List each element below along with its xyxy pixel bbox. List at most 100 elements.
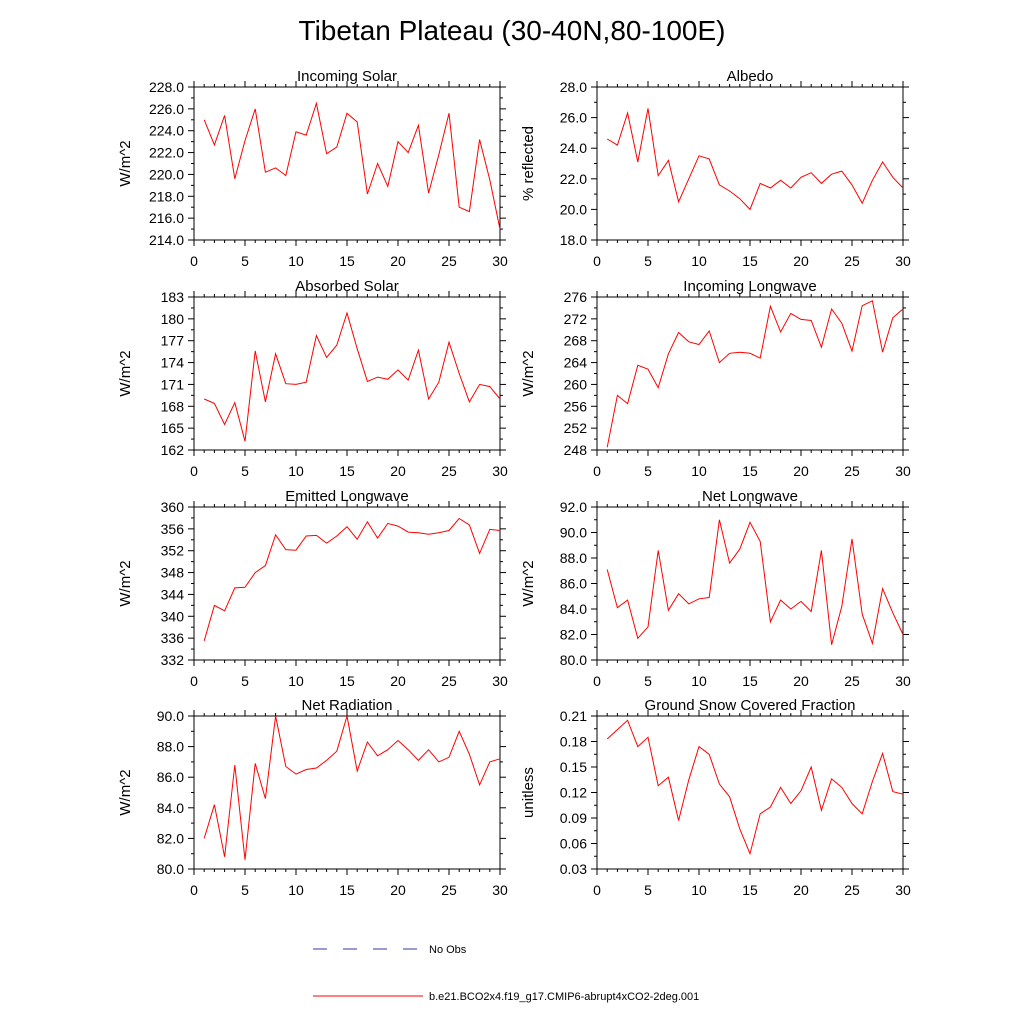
y-tick-label: 218.0 bbox=[149, 188, 184, 204]
panel-title: Net Radiation bbox=[302, 697, 393, 714]
x-tick-label: 15 bbox=[339, 673, 355, 689]
y-tick-label: 177 bbox=[161, 333, 185, 349]
x-tick-label: 15 bbox=[339, 253, 355, 269]
panel-incoming-longwave: Incoming Longwave W/m^2 0 5 10 15 20 25 30 248 252… bbox=[520, 278, 911, 479]
y-tick-label: 28.0 bbox=[560, 79, 587, 95]
plot-frame bbox=[193, 296, 501, 451]
series-line-model bbox=[203, 715, 501, 860]
y-tick-label: 214.0 bbox=[149, 232, 184, 248]
y-axis-label: % reflected bbox=[520, 126, 537, 201]
y-tick-label: 344 bbox=[161, 586, 185, 602]
y-tick-label: 352 bbox=[161, 543, 185, 559]
x-tick-label: 10 bbox=[691, 253, 707, 269]
y-tick-label: 228.0 bbox=[149, 79, 184, 95]
x-tick-label: 20 bbox=[390, 673, 406, 689]
x-tick-label: 25 bbox=[844, 253, 860, 269]
y-tick-label: 332 bbox=[161, 652, 185, 668]
y-tick-label: 226.0 bbox=[149, 101, 184, 117]
y-tick-label: 276 bbox=[564, 289, 588, 305]
y-tick-label: 260 bbox=[564, 376, 588, 392]
y-tick-label: 84.0 bbox=[560, 601, 587, 617]
x-tick-label: 15 bbox=[742, 673, 758, 689]
y-tick-label: 0.09 bbox=[560, 810, 587, 826]
y-axis-label: unitless bbox=[520, 767, 537, 818]
y-tick-label: 0.03 bbox=[560, 861, 587, 877]
x-tick-label: 15 bbox=[339, 882, 355, 898]
panel-grid: Incoming Solar W/m^2 0 5 10 15 20 25 30 214.0 216.… bbox=[117, 68, 911, 898]
y-tick-label: 80.0 bbox=[157, 861, 184, 877]
plot-frame bbox=[596, 506, 904, 661]
x-tick-label: 20 bbox=[390, 882, 406, 898]
panel-ground-snow-covered-fraction: Ground Snow Covered Fraction unitless 0 5 10… bbox=[520, 697, 911, 898]
y-tick-label: 220.0 bbox=[149, 166, 184, 182]
x-tick-label: 25 bbox=[844, 463, 860, 479]
y-tick-label: 216.0 bbox=[149, 210, 184, 226]
y-tick-label: 248 bbox=[564, 442, 588, 458]
y-tick-label: 82.0 bbox=[560, 627, 587, 643]
y-tick-label: 0.21 bbox=[560, 708, 587, 724]
x-tick-label: 30 bbox=[895, 673, 911, 689]
panel-title: Emitted Longwave bbox=[285, 488, 408, 505]
plot-frame bbox=[596, 715, 904, 870]
series-line-model bbox=[203, 517, 501, 642]
y-tick-label: 82.0 bbox=[157, 830, 184, 846]
panel-net-longwave: Net Longwave W/m^2 0 5 10 15 20 25 30 80.0 82.0 84.… bbox=[520, 488, 911, 689]
y-tick-label: 224.0 bbox=[149, 123, 184, 139]
panel-albedo: Albedo % reflected 0 5 10 15 20 25 30 18.0 20.0 22.… bbox=[520, 68, 911, 269]
x-tick-label: 5 bbox=[644, 463, 652, 479]
x-tick-label: 25 bbox=[441, 463, 457, 479]
y-axis-label: W/m^2 bbox=[117, 560, 134, 606]
panel-title: Ground Snow Covered Fraction bbox=[645, 697, 856, 714]
panel-emitted-longwave: Emitted Longwave W/m^2 0 5 10 15 20 25 30 332 336 3… bbox=[117, 488, 508, 689]
y-tick-label: 171 bbox=[161, 376, 185, 392]
series-line-model bbox=[606, 719, 904, 856]
plot-frame bbox=[193, 715, 501, 870]
x-tick-label: 5 bbox=[241, 463, 249, 479]
y-tick-label: 26.0 bbox=[560, 110, 587, 126]
y-tick-label: 268 bbox=[564, 333, 588, 349]
x-tick-label: 10 bbox=[288, 673, 304, 689]
x-tick-label: 25 bbox=[844, 882, 860, 898]
y-tick-label: 0.12 bbox=[560, 785, 587, 801]
x-tick-label: 15 bbox=[742, 882, 758, 898]
x-tick-label: 20 bbox=[793, 882, 809, 898]
x-tick-label: 5 bbox=[644, 882, 652, 898]
x-tick-label: 0 bbox=[190, 463, 198, 479]
x-tick-label: 5 bbox=[644, 673, 652, 689]
x-tick-label: 15 bbox=[742, 253, 758, 269]
y-tick-label: 360 bbox=[161, 499, 185, 515]
y-axis-label: W/m^2 bbox=[117, 769, 134, 815]
y-tick-label: 168 bbox=[161, 398, 185, 414]
x-tick-label: 0 bbox=[593, 253, 601, 269]
panel-net-radiation: Net Radiation W/m^2 0 5 10 15 20 25 30 80.0 82.0 84… bbox=[117, 697, 508, 898]
y-tick-label: 24.0 bbox=[560, 140, 587, 156]
x-tick-label: 25 bbox=[441, 882, 457, 898]
y-tick-label: 86.0 bbox=[157, 769, 184, 785]
x-tick-label: 10 bbox=[288, 882, 304, 898]
x-tick-label: 15 bbox=[742, 463, 758, 479]
x-tick-label: 0 bbox=[593, 673, 601, 689]
panel-title: Incoming Solar bbox=[297, 68, 397, 85]
y-tick-label: 183 bbox=[161, 289, 185, 305]
x-tick-label: 30 bbox=[895, 882, 911, 898]
x-tick-label: 30 bbox=[895, 463, 911, 479]
x-tick-label: 20 bbox=[793, 253, 809, 269]
series-line-model bbox=[606, 300, 904, 448]
y-tick-label: 272 bbox=[564, 311, 588, 327]
y-tick-label: 80.0 bbox=[560, 652, 587, 668]
plot-frame bbox=[596, 86, 904, 241]
x-tick-label: 30 bbox=[492, 253, 508, 269]
x-tick-label: 25 bbox=[441, 673, 457, 689]
y-tick-label: 92.0 bbox=[560, 499, 587, 515]
y-tick-label: 340 bbox=[161, 608, 185, 624]
x-tick-label: 20 bbox=[390, 253, 406, 269]
y-tick-label: 18.0 bbox=[560, 232, 587, 248]
y-tick-label: 256 bbox=[564, 398, 588, 414]
x-tick-label: 10 bbox=[691, 463, 707, 479]
y-axis-label: W/m^2 bbox=[520, 560, 537, 606]
y-tick-label: 0.15 bbox=[560, 759, 587, 775]
panel-incoming-solar: Incoming Solar W/m^2 0 5 10 15 20 25 30 214.0 216.… bbox=[117, 68, 508, 269]
x-tick-label: 30 bbox=[492, 463, 508, 479]
y-axis-label: W/m^2 bbox=[117, 350, 134, 396]
